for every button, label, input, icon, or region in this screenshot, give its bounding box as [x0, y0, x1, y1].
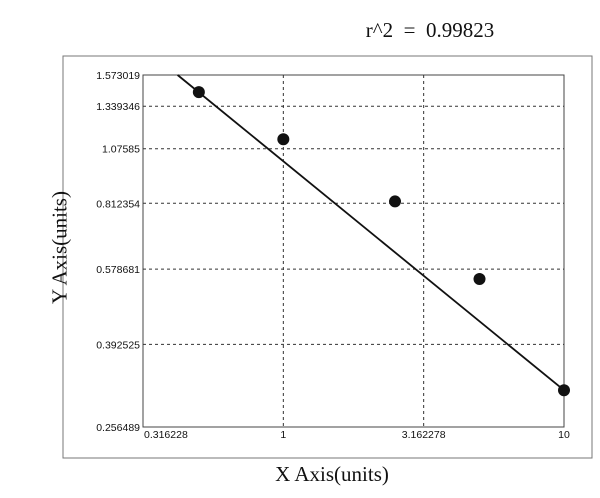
data-point [277, 133, 290, 146]
x-tick-label: 10 [558, 429, 570, 441]
x-axis-label: X Axis(units) [275, 462, 389, 486]
data-point [389, 195, 402, 208]
data-point [192, 86, 205, 99]
grid-lines [143, 75, 564, 427]
y-tick-label: 0.812354 [96, 198, 140, 210]
y-tick-label: 1.573019 [96, 70, 140, 82]
x-tick-label: 3.162278 [402, 429, 446, 441]
y-tick-label: 0.256489 [96, 422, 140, 434]
y-axis-label: Y Axis(units) [47, 191, 72, 304]
y-tick-label: 1.07585 [102, 144, 140, 156]
plot-area [142, 74, 565, 428]
x-tick-label: 0.316228 [144, 429, 188, 441]
fit-line [177, 74, 565, 391]
tick-labels: 0.316228 1 3.162278 10 1.573019 1.339346 1.075… [96, 70, 570, 441]
y-tick-label: 0.392525 [96, 339, 140, 351]
data-point [473, 272, 486, 285]
y-tick-label: 1.339346 [96, 101, 140, 113]
x-tick-label: 1 [280, 429, 286, 441]
outer-frame [62, 55, 593, 459]
r-squared-annotation: r^2 = 0.99823 [365, 18, 495, 42]
y-tick-label: 0.578681 [96, 264, 140, 276]
data-point [558, 384, 570, 397]
data-series [177, 74, 570, 397]
